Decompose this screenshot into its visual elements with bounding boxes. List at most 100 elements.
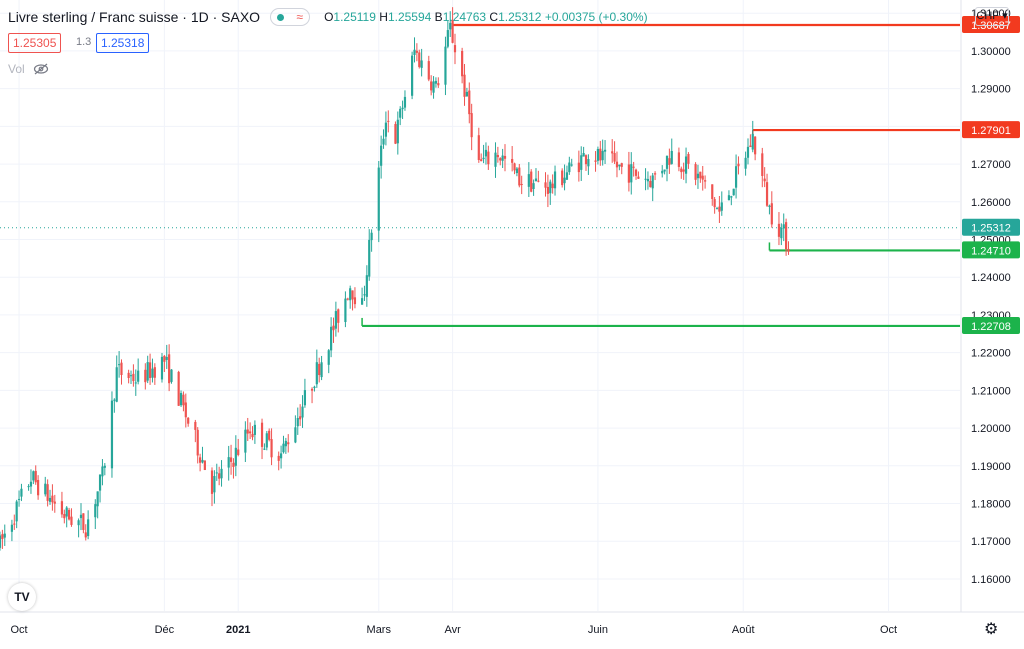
candle-body <box>782 224 785 229</box>
candle-body <box>201 459 204 463</box>
candle-body <box>203 460 206 470</box>
candle-body <box>53 501 56 504</box>
chart-header: Livre sterling / Franc suisse · 1D · SAX… <box>8 7 648 27</box>
candle-body <box>77 520 80 526</box>
candle-body <box>630 164 633 183</box>
candle-body <box>287 442 290 445</box>
candle-body <box>346 298 349 300</box>
candle-body <box>3 533 6 538</box>
candle-body <box>565 172 569 180</box>
candle-body <box>27 486 30 488</box>
candle-body <box>265 433 268 448</box>
candle-body <box>701 175 704 180</box>
candle-body <box>313 386 316 389</box>
candle-body <box>427 61 430 80</box>
candle-body <box>396 119 399 144</box>
candle-body <box>418 52 421 67</box>
candle-body <box>98 474 102 491</box>
candle-body <box>584 155 588 165</box>
candle-body <box>465 91 468 97</box>
candle-body <box>244 429 247 453</box>
candle-body <box>363 294 366 296</box>
candle-body <box>65 507 68 517</box>
candle-body <box>337 309 340 323</box>
candle-body <box>113 399 116 401</box>
candle-body <box>84 532 87 538</box>
y-tick-label: 1.19000 <box>971 461 1011 473</box>
candle-body <box>718 206 721 212</box>
candle-body <box>768 205 771 207</box>
candle-body <box>220 468 223 479</box>
candle-body <box>301 406 304 418</box>
candle-body <box>537 180 540 182</box>
support-price-label: 1.24710 <box>971 245 1011 257</box>
candle-body <box>349 288 352 301</box>
time-axis[interactable]: Oct Déc 2021 Mars Avr Juin Août Oct <box>10 624 897 636</box>
candle-body <box>48 497 52 502</box>
candle-body <box>70 516 73 525</box>
sell-button[interactable]: 1.25305 <box>8 33 62 53</box>
candle-body <box>215 472 218 474</box>
candle-body <box>127 372 130 378</box>
x-tick-label: Juin <box>588 624 608 636</box>
currency-dropdown[interactable]: CHF ▾ <box>975 7 1009 26</box>
low-label: B <box>434 10 443 24</box>
candle-body <box>549 181 552 194</box>
candle-body <box>482 157 485 160</box>
buy-button[interactable]: 1.25318 <box>96 33 150 53</box>
price-axis[interactable]: 1.310001.300001.290001.280001.270001.260… <box>971 8 1011 586</box>
candle-body <box>210 470 214 494</box>
candle-body <box>668 158 671 165</box>
spread-value: 1.3 <box>76 36 92 48</box>
candle-body <box>144 369 147 383</box>
candle-body <box>153 367 156 378</box>
tradingview-logo[interactable]: TV <box>8 583 36 611</box>
grid <box>0 0 960 611</box>
candle-body <box>344 298 347 323</box>
candle-body <box>60 501 64 515</box>
open-value: 1.25119 <box>333 10 376 24</box>
support-price-label-bg <box>962 241 1020 259</box>
volume-label: Vol <box>8 62 25 76</box>
candle-body <box>118 364 121 366</box>
status-toggle[interactable]: ≈ <box>270 8 311 26</box>
candle-body <box>534 178 538 182</box>
candle-body <box>132 373 135 382</box>
candle-body <box>727 195 731 201</box>
candle-body <box>96 491 99 507</box>
candle-body <box>170 369 173 382</box>
eye-hidden-icon[interactable] <box>33 63 49 75</box>
candle-body <box>699 171 702 179</box>
candle-body <box>382 138 385 145</box>
symbol-title[interactable]: Livre sterling / Franc suisse · 1D · SAX… <box>8 9 261 25</box>
candle-body <box>518 167 521 186</box>
candle-body <box>646 178 650 182</box>
y-tick-label: 1.22000 <box>971 348 1011 360</box>
candle-body <box>168 354 171 384</box>
candle-body <box>229 457 233 462</box>
candle-body <box>532 183 535 189</box>
y-tick-label: 1.16000 <box>971 574 1011 586</box>
candle-body <box>649 180 652 188</box>
candle-body <box>696 173 700 179</box>
candle-body <box>160 356 164 380</box>
candle-body <box>296 418 299 427</box>
candle-body <box>480 159 483 162</box>
candle-body <box>680 168 683 173</box>
candle-body <box>511 158 514 163</box>
candle-body <box>763 178 766 182</box>
candle-body <box>527 174 530 187</box>
candle-body <box>501 155 504 161</box>
candle-body <box>318 363 321 376</box>
candle-body <box>234 447 237 466</box>
candle-body <box>403 96 407 108</box>
gear-icon[interactable]: ⚙ <box>984 621 999 638</box>
candle-body <box>387 120 390 122</box>
candle-body <box>546 186 549 194</box>
candle-body <box>730 196 733 198</box>
candle-body <box>720 202 723 211</box>
candle-body <box>561 170 564 186</box>
support-price-label: 1.22708 <box>971 321 1011 333</box>
